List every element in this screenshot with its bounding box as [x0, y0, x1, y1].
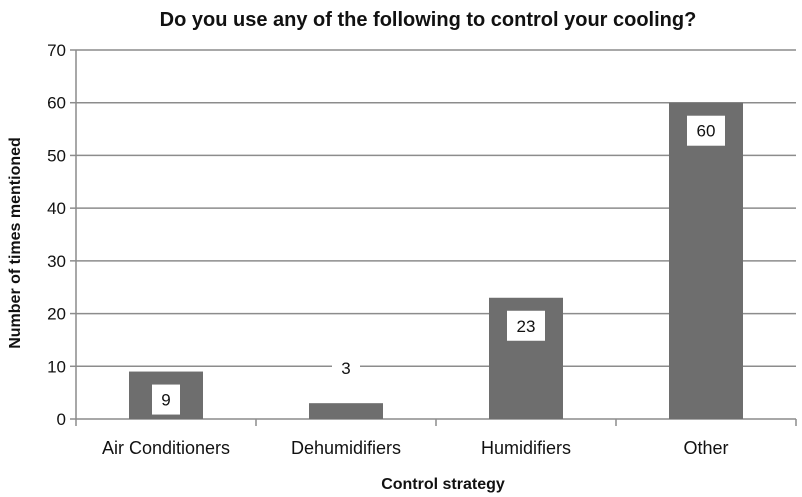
data-label-box: [507, 310, 545, 341]
y-tick-labels: 0 10 20 30 40 50 60 70: [47, 41, 66, 429]
x-tick-label: Dehumidifiers: [291, 438, 401, 458]
data-label: 60: [697, 122, 716, 141]
y-tick-label: 50: [47, 146, 66, 165]
x-tick-label: Air Conditioners: [102, 438, 230, 458]
y-tick-label: 60: [47, 94, 66, 113]
data-label-box: [687, 115, 725, 146]
x-tick-label: Other: [683, 438, 728, 458]
x-axis-title: Control strategy: [381, 476, 505, 493]
data-labels: 9 3 23 60: [152, 115, 725, 415]
y-axis-title: Number of times mentioned: [7, 137, 24, 349]
data-label-box: [332, 353, 360, 384]
y-tick-label: 0: [57, 410, 66, 429]
y-tick-label: 40: [47, 199, 66, 218]
x-tick-labels: Air Conditioners Dehumidifiers Humidifiers…: [102, 438, 729, 458]
bar: [669, 102, 743, 419]
gridlines: [76, 49, 796, 368]
data-label-box: [152, 384, 180, 415]
y-tick-label: 10: [47, 357, 66, 376]
x-tick-label: Humidifiers: [481, 438, 571, 458]
y-tick-label: 30: [47, 252, 66, 271]
y-tick-label: 20: [47, 305, 66, 324]
bars: [129, 102, 743, 419]
chart-title: Do you use any of the following to contr…: [160, 9, 697, 31]
bar: [309, 403, 383, 419]
data-label: 3: [341, 359, 350, 378]
y-tick-label: 70: [47, 41, 66, 60]
data-label: 23: [517, 317, 536, 336]
data-label: 9: [161, 391, 170, 410]
